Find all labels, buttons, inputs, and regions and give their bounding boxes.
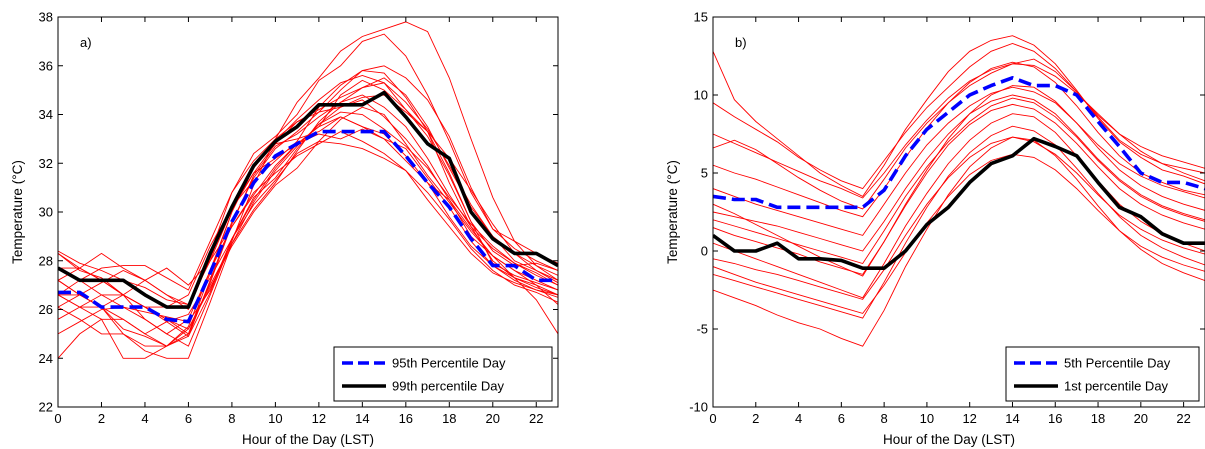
sample-day-line bbox=[58, 131, 558, 347]
plot-area-b bbox=[713, 17, 1205, 407]
x-tick-label: 6 bbox=[838, 411, 845, 426]
y-tick-label: 32 bbox=[39, 156, 53, 171]
x-tick-label: 12 bbox=[962, 411, 976, 426]
chart-panel-b: 0 2 4 6 8 10 12 14 16 18 20 22 -10 -5 0 5 10 15 Hour of th… bbox=[665, 10, 1205, 447]
x-tick-label: 4 bbox=[795, 411, 802, 426]
x-tick-label: 2 bbox=[98, 411, 105, 426]
y-tick-label: 5 bbox=[701, 166, 708, 181]
x-tick-label: 14 bbox=[1005, 411, 1019, 426]
y-tick-label: 28 bbox=[39, 253, 53, 268]
x-axis-label: Hour of the Day (LST) bbox=[242, 432, 374, 447]
sample-day-line bbox=[713, 85, 1205, 277]
series-line-percentile-dashed bbox=[713, 76, 1205, 210]
y-tick-label: 36 bbox=[39, 58, 53, 73]
legend-b: 5th Percentile Day 1st percentile Day bbox=[1005, 346, 1200, 402]
sample-day-line bbox=[58, 33, 558, 306]
legend-label: 5th Percentile Day bbox=[1064, 356, 1171, 371]
axes-box-b bbox=[712, 16, 1205, 408]
y-tick-label: 38 bbox=[39, 10, 53, 25]
x-tick-label: 16 bbox=[1048, 411, 1062, 426]
x-tick-label: 6 bbox=[185, 411, 192, 426]
legend-label: 95th Percentile Day bbox=[392, 356, 506, 371]
legend-box bbox=[333, 346, 553, 402]
plot-lines-a bbox=[58, 21, 558, 359]
x-tick-label: 8 bbox=[228, 411, 235, 426]
x-tick-label: 22 bbox=[1176, 411, 1190, 426]
legend-box bbox=[1005, 346, 1200, 402]
legend-label: 99th percentile Day bbox=[392, 379, 505, 394]
x-tick-label: 18 bbox=[1091, 411, 1105, 426]
y-tick-label: 22 bbox=[39, 400, 53, 415]
legend-label: 1st percentile Day bbox=[1064, 379, 1169, 394]
sample-day-line bbox=[713, 125, 1205, 319]
y-tick-label: -10 bbox=[689, 400, 708, 415]
x-tick-label: 20 bbox=[486, 411, 500, 426]
panel-label: a) bbox=[80, 35, 92, 50]
series-line-percentile-dashed bbox=[58, 129, 558, 324]
legend-a: 95th Percentile Day 99th percentile Day bbox=[333, 346, 553, 402]
x-tick-label: 0 bbox=[54, 411, 61, 426]
x-tick-label: 0 bbox=[709, 411, 716, 426]
y-tick-label: 15 bbox=[694, 10, 708, 25]
sample-day-line bbox=[713, 153, 1205, 314]
y-axis-label: Temperature (°C) bbox=[665, 160, 680, 264]
sample-day-line bbox=[713, 43, 1205, 190]
sample-day-line bbox=[713, 63, 1205, 199]
sample-day-line bbox=[713, 86, 1205, 236]
y-tick-label: 24 bbox=[39, 351, 53, 366]
y-tick-label: 26 bbox=[39, 302, 53, 317]
x-tick-label: 8 bbox=[881, 411, 888, 426]
y-tick-label: 34 bbox=[39, 107, 53, 122]
x-tick-label: 10 bbox=[920, 411, 934, 426]
x-tick-label: 12 bbox=[312, 411, 326, 426]
x-tick-label: 20 bbox=[1134, 411, 1148, 426]
sample-day-line bbox=[58, 116, 558, 335]
sample-day-line bbox=[713, 94, 1205, 252]
x-tick-label: 16 bbox=[399, 411, 413, 426]
sample-day-line bbox=[713, 103, 1205, 275]
x-tick-label: 2 bbox=[752, 411, 759, 426]
sample-day-line bbox=[713, 61, 1205, 218]
x-tick-label: 10 bbox=[268, 411, 282, 426]
sample-day-line bbox=[58, 21, 558, 347]
sample-day-line bbox=[58, 75, 558, 335]
y-axis-label: Temperature (°C) bbox=[10, 160, 25, 264]
y-tick-label: 10 bbox=[694, 88, 708, 103]
y-tick-label: 0 bbox=[701, 244, 708, 259]
y-tick-label: -5 bbox=[696, 322, 708, 337]
x-axis-label: Hour of the Day (LST) bbox=[883, 432, 1015, 447]
x-tick-label: 4 bbox=[141, 411, 148, 426]
series-line-percentile-solid bbox=[58, 90, 558, 309]
sample-day-line bbox=[713, 136, 1205, 300]
sample-day-line bbox=[713, 97, 1205, 265]
plot-lines-b bbox=[713, 35, 1205, 347]
sample-day-line bbox=[713, 58, 1205, 210]
x-tick-label: 14 bbox=[355, 411, 369, 426]
panel-label: b) bbox=[735, 35, 747, 50]
x-tick-label: 18 bbox=[442, 411, 456, 426]
sample-day-line bbox=[58, 94, 558, 347]
series-line-percentile-solid bbox=[713, 136, 1205, 270]
y-tick-label: 30 bbox=[39, 205, 53, 220]
x-tick-label: 22 bbox=[529, 411, 543, 426]
sample-day-line bbox=[713, 35, 1205, 197]
chart-panel-a: 0 2 4 6 8 10 12 14 16 18 20 22222426283032343638Hou… bbox=[10, 10, 559, 447]
